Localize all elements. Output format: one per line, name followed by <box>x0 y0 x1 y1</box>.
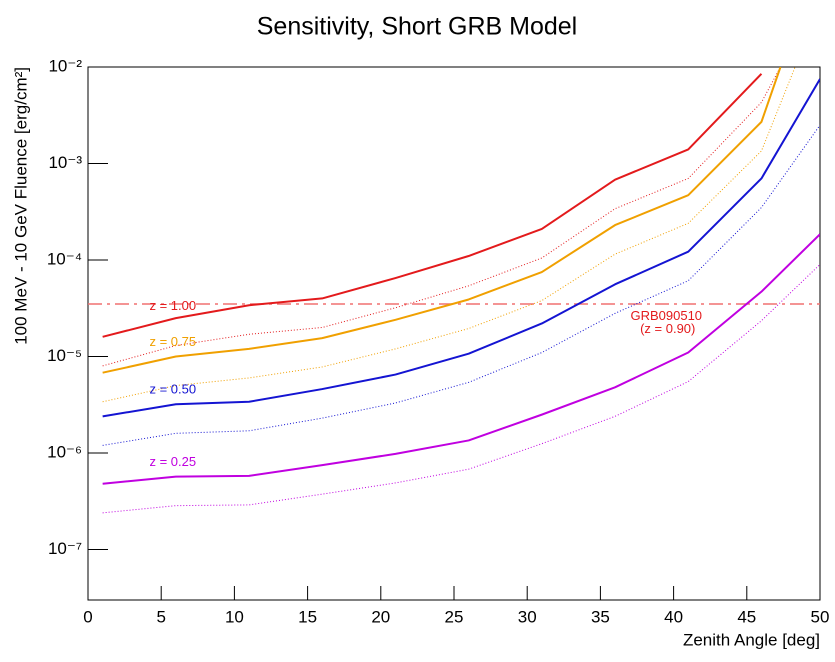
dotted-line <box>102 124 820 446</box>
x-axis-label: Zenith Angle [deg] <box>683 630 820 649</box>
x-tick-label: 45 <box>737 607 756 626</box>
line <box>102 73 763 338</box>
x-tick-label: 35 <box>591 607 610 626</box>
dotted-line <box>102 264 820 514</box>
line <box>102 233 820 485</box>
y-tick-label: 10⁻³ <box>48 153 82 172</box>
annotation: z = 1.00 <box>149 298 196 313</box>
y-axis-label: 100 MeV - 10 GeV Fluence [erg/cm²] <box>11 67 30 345</box>
x-tick-label: 5 <box>156 607 165 626</box>
dotted-line <box>102 67 781 367</box>
annotation: z = 0.50 <box>149 381 196 396</box>
x-tick-label: 15 <box>298 607 317 626</box>
line <box>102 78 820 418</box>
x-tick-label: 40 <box>664 607 683 626</box>
annotation: GRB090510 <box>630 308 702 323</box>
y-tick-label: 10⁻⁷ <box>48 539 82 558</box>
y-tick-label: 10⁻⁵ <box>47 346 82 365</box>
line <box>102 67 782 374</box>
x-tick-label: 50 <box>811 607 830 626</box>
chart-title: Sensitivity, Short GRB Model <box>257 13 577 41</box>
x-tick-label: 0 <box>83 607 92 626</box>
x-tick-label: 10 <box>225 607 244 626</box>
x-tick-label: 25 <box>445 607 464 626</box>
y-tick-label: 10⁻⁴ <box>47 249 82 268</box>
plot-area <box>88 67 820 514</box>
annotation: z = 0.25 <box>149 454 196 469</box>
x-tick-label: 20 <box>371 607 390 626</box>
annotation: (z = 0.90) <box>640 321 695 336</box>
x-tick-label: 30 <box>518 607 537 626</box>
y-tick-label: 10⁻² <box>48 56 82 75</box>
y-tick-label: 10⁻⁶ <box>47 443 82 462</box>
annotation: z = 0.75 <box>149 334 196 349</box>
